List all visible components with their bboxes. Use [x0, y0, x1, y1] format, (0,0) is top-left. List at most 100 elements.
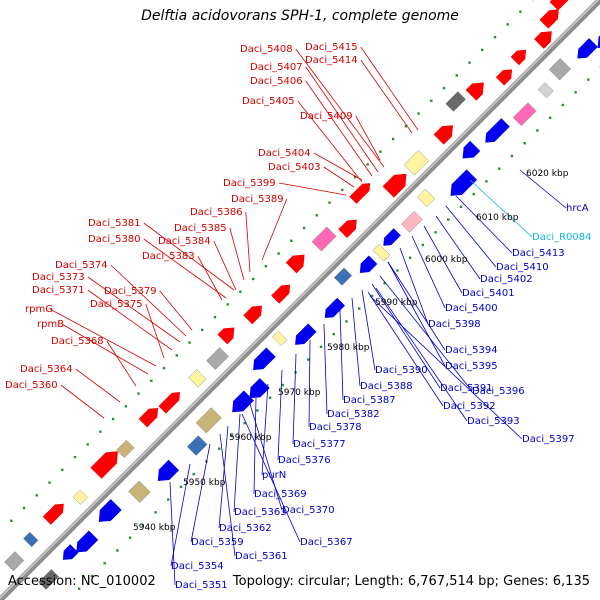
gene-label-forward: rpmB [37, 319, 64, 330]
leader-line-reverse [249, 403, 283, 511]
track-dot [417, 112, 420, 115]
gene-feature [116, 439, 135, 459]
leader-line-forward [297, 100, 363, 183]
gene-features [4, 0, 600, 590]
gene-feature [188, 369, 207, 388]
gene-feature [359, 255, 378, 273]
gene-label-reverse: Daci_5402 [480, 274, 533, 285]
track-dot [124, 405, 128, 408]
gene-feature [372, 243, 391, 262]
gene-feature [539, 9, 559, 29]
track-dot [10, 519, 13, 523]
gene-feature [338, 219, 357, 239]
gene-feature [403, 150, 429, 176]
gene-label-forward: Daci_5414 [305, 55, 358, 66]
gene-feature [42, 503, 64, 525]
gene-label-reverse: Daci_5393 [467, 416, 520, 427]
gene-labels: Daci_5408 Daci_5415Daci_5407Daci_5414Daci… [5, 42, 592, 591]
leader-line-reverse [367, 291, 444, 407]
gene-feature [534, 31, 552, 49]
gene-label-forward: Daci_5399 [223, 178, 276, 189]
gene-feature [333, 267, 353, 286]
leader-line-forward [305, 80, 373, 177]
gene-feature [195, 407, 222, 434]
leader-line-forward [143, 222, 235, 291]
track-dot [111, 417, 115, 421]
position-tick-label: 5980 kbp [327, 343, 370, 353]
leader-line-reverse [519, 169, 567, 209]
track-dot [328, 201, 331, 204]
position-tick-label: 6010 kbp [476, 213, 519, 223]
leader-line-reverse [445, 205, 497, 268]
leader-line-forward [261, 198, 288, 261]
gene-feature [295, 323, 317, 345]
gene-label-reverse: Daci_5382 [327, 409, 380, 420]
leader-line-reverse [323, 323, 328, 415]
leader-line-reverse [170, 463, 191, 567]
track-dot [574, 91, 577, 94]
leader-line-forward [355, 115, 381, 161]
gene-label-reverse: Daci_5387 [343, 395, 396, 406]
position-tick-label: 5970 kbp [278, 388, 321, 398]
gene-label-reverse: Daci_5363 [234, 507, 287, 518]
leader-line-reverse [292, 353, 297, 445]
gene-label-reverse: Daci_5351 [175, 580, 228, 591]
gene-label-reverse: Daci_5376 [278, 455, 331, 466]
track-dot [587, 78, 590, 81]
gene-label-forward: Daci_5379 [104, 286, 157, 297]
leader-line-reverse [241, 413, 301, 543]
leader-line-reverse [399, 247, 429, 325]
leader-line-reverse [277, 369, 283, 461]
gene-feature [4, 551, 25, 572]
track-dot [99, 430, 102, 433]
position-tick-label: 5950 kbp [183, 478, 226, 488]
leader-line-reverse [308, 339, 311, 428]
leader-line-forward [360, 59, 413, 134]
track-dot [468, 61, 471, 64]
track-dot [188, 341, 191, 344]
gene-label-forward: Daci_5385 [174, 223, 227, 234]
gene-label-reverse: Daci_5362 [219, 523, 272, 534]
leader-line-forward [245, 211, 251, 273]
leader-line-reverse [375, 287, 468, 422]
gene-label-reverse: Daci_5390 [375, 365, 428, 376]
track-dot [22, 506, 26, 510]
track-dot [61, 468, 64, 472]
track-dot [128, 536, 132, 539]
gene-feature [548, 58, 572, 81]
track-dot [218, 447, 221, 450]
leader-line-reverse [361, 289, 376, 371]
gene-feature [382, 173, 407, 198]
gene-label-reverse: Daci_5361 [235, 551, 288, 562]
track-dot [447, 218, 450, 221]
leader-line-reverse [469, 179, 533, 238]
track-dot [519, 10, 522, 13]
gene-feature [495, 69, 513, 86]
gene-feature [349, 183, 371, 204]
gene-feature [206, 347, 229, 370]
gene-feature [76, 530, 99, 553]
gene-feature [577, 38, 598, 59]
track-dot [175, 354, 178, 357]
track-dot [523, 142, 526, 145]
gene-label-forward: Daci_5368 [51, 336, 104, 347]
track-dot [485, 180, 488, 183]
leader-line-forward [159, 290, 193, 331]
track-dot [383, 282, 386, 285]
position-tick-label: 5960 kbp [229, 433, 272, 443]
track-dot [472, 192, 475, 196]
gene-label-forward: Daci_5371 [32, 285, 85, 296]
gene-label-reverse: Daci_5397 [522, 434, 575, 445]
gene-feature [128, 480, 151, 503]
gene-label-forward: Daci_5403 [268, 162, 321, 173]
position-tick-label: 5990 kbp [375, 298, 418, 308]
track-dot [201, 328, 204, 332]
track-dot [370, 294, 374, 298]
leader-line-forward [229, 227, 245, 281]
leader-line-forward [60, 384, 105, 419]
gene-label-forward: Daci_5406 [250, 76, 303, 87]
gene-label-forward: Daci_5415 [305, 42, 358, 53]
track-dot [408, 256, 412, 259]
track-dot [510, 154, 514, 158]
